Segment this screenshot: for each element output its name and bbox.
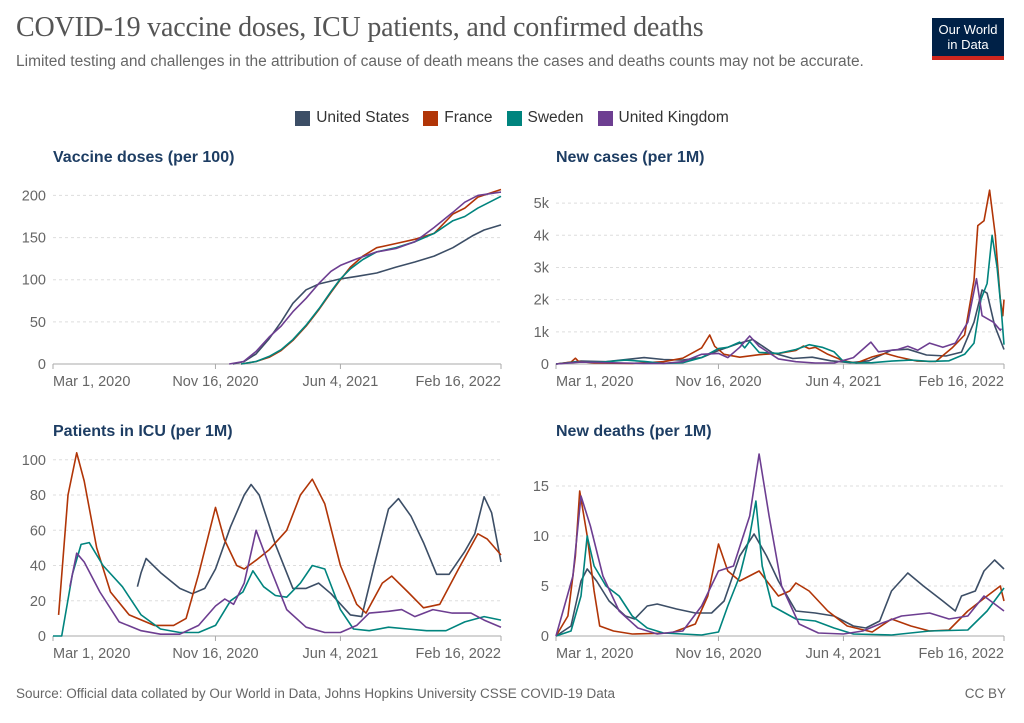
- y-tick-label: 100: [22, 453, 46, 469]
- series-line-united-kingdom: [69, 529, 502, 636]
- x-tick-label: Jun 4, 2021: [806, 374, 882, 390]
- x-tick-label: Nov 16, 2020: [172, 374, 258, 390]
- y-tick-label: 0: [541, 357, 549, 373]
- series-line-united-states: [232, 224, 502, 365]
- series-line-france: [240, 188, 502, 365]
- panel-title-vaccine-doses: Vaccine doses (per 100): [53, 149, 235, 166]
- legend-swatch: [597, 110, 613, 126]
- y-tick-label: 0: [38, 357, 46, 373]
- x-tick-label: Mar 1, 2020: [53, 646, 130, 662]
- y-tick-label: 80: [30, 488, 46, 504]
- x-tick-label: Jun 4, 2021: [303, 646, 379, 662]
- legend-item-sweden[interactable]: Sweden: [506, 109, 584, 127]
- x-tick-label: Nov 16, 2020: [675, 374, 761, 390]
- page-subtitle: Limited testing and challenges in the at…: [16, 53, 864, 70]
- x-tick-label: Jun 4, 2021: [303, 374, 379, 390]
- x-tick-label: Feb 16, 2022: [416, 646, 501, 662]
- y-tick-label: 0: [38, 629, 46, 645]
- x-tick-label: Feb 16, 2022: [919, 646, 1004, 662]
- x-tick-label: Mar 1, 2020: [53, 374, 130, 390]
- series-line-france: [57, 451, 502, 627]
- legend-item-united-kingdom[interactable]: United Kingdom: [597, 109, 729, 127]
- y-tick-label: 200: [22, 188, 46, 204]
- y-tick-label: 40: [30, 559, 46, 575]
- logo-strip: [932, 56, 1004, 60]
- y-tick-label: 2k: [534, 293, 550, 309]
- x-tick-label: Feb 16, 2022: [919, 374, 1004, 390]
- y-tick-label: 0: [541, 629, 549, 645]
- legend-label: United Kingdom: [618, 109, 729, 126]
- legend-item-france[interactable]: France: [423, 109, 493, 127]
- y-tick-label: 150: [22, 231, 46, 247]
- x-tick-label: Nov 16, 2020: [172, 646, 258, 662]
- series-line-sweden: [555, 500, 1005, 637]
- legend-label: United States: [316, 109, 410, 126]
- series-line-sweden: [53, 541, 502, 637]
- y-tick-label: 15: [533, 479, 549, 495]
- x-tick-label: Feb 16, 2022: [416, 374, 501, 390]
- legend-item-united-states[interactable]: United States: [295, 109, 409, 127]
- y-tick-label: 5k: [534, 196, 550, 212]
- series-line-united-kingdom: [555, 453, 1005, 637]
- legend-label: France: [444, 109, 493, 126]
- y-tick-label: 1k: [534, 325, 550, 341]
- page-title: COVID-19 vaccine doses, ICU patients, an…: [16, 12, 704, 43]
- panel-title-new-cases: New cases (per 1M): [556, 149, 705, 166]
- x-tick-label: Jun 4, 2021: [806, 646, 882, 662]
- y-tick-label: 5: [541, 579, 549, 595]
- x-tick-label: Mar 1, 2020: [556, 374, 633, 390]
- legend-swatch: [506, 110, 522, 126]
- owid-logo[interactable]: Our World in Data: [932, 18, 1004, 60]
- series-line-united-kingdom: [555, 277, 1003, 365]
- logo-line-2: in Data: [947, 37, 989, 52]
- panel-title-icu-patients: Patients in ICU (per 1M): [53, 423, 233, 440]
- y-tick-label: 50: [30, 315, 46, 331]
- series-line-united-states: [555, 533, 1005, 637]
- logo-line-1: Our World: [938, 22, 998, 37]
- y-tick-label: 4k: [534, 228, 550, 244]
- legend-label: Sweden: [527, 109, 584, 126]
- license-link[interactable]: CC BY: [964, 686, 1006, 701]
- legend: United States France Sweden United Kingd…: [0, 109, 1024, 127]
- y-tick-label: 60: [30, 523, 46, 539]
- y-tick-label: 3k: [534, 260, 550, 276]
- y-tick-label: 100: [22, 273, 46, 289]
- series-line-united-states: [555, 289, 1005, 365]
- legend-swatch: [295, 110, 311, 126]
- series-line-sweden: [240, 195, 502, 365]
- legend-swatch: [423, 110, 439, 126]
- y-tick-label: 20: [30, 594, 46, 610]
- series-line-united-kingdom: [229, 191, 502, 365]
- y-tick-label: 10: [533, 529, 549, 545]
- x-tick-label: Mar 1, 2020: [556, 646, 633, 662]
- panel-title-new-deaths: New deaths (per 1M): [556, 423, 712, 440]
- series-line-france: [555, 189, 1005, 365]
- x-tick-label: Nov 16, 2020: [675, 646, 761, 662]
- source-note: Source: Official data collated by Our Wo…: [16, 686, 616, 701]
